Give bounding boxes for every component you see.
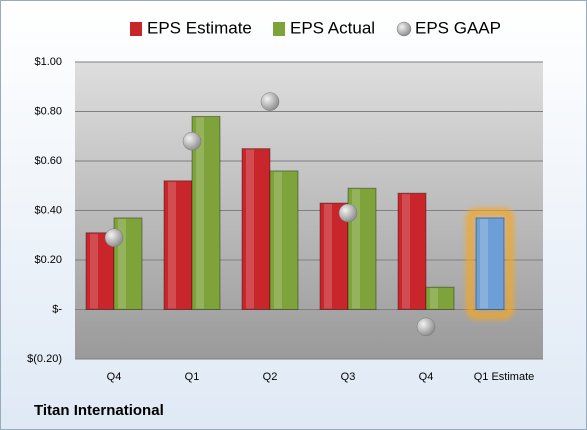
legend-marker bbox=[273, 22, 285, 36]
bar-shine bbox=[324, 204, 332, 309]
bar-shine bbox=[168, 181, 176, 309]
y-tick-label: $0.60 bbox=[34, 155, 62, 167]
bar-shine bbox=[246, 149, 254, 309]
legend-label: EPS GAAP bbox=[415, 18, 501, 37]
y-tick-label: $- bbox=[52, 303, 62, 315]
legend-marker bbox=[130, 22, 142, 36]
y-tick-label: $1.00 bbox=[34, 56, 62, 68]
x-tick-label: Q1 Estimate bbox=[474, 371, 535, 383]
highlight-glow bbox=[467, 208, 513, 319]
bar-shine bbox=[90, 233, 98, 309]
legend-label: EPS Actual bbox=[290, 18, 375, 37]
bar-shine bbox=[196, 117, 204, 309]
legend-label: EPS Estimate bbox=[147, 18, 252, 37]
x-tick-label: Q3 bbox=[341, 371, 356, 383]
bar-shine bbox=[118, 218, 126, 309]
gaap-marker bbox=[182, 131, 202, 151]
bar-shine bbox=[274, 171, 282, 309]
gaap-marker bbox=[416, 317, 436, 337]
x-tick-label: Q2 bbox=[263, 371, 278, 383]
chart-title: Titan International bbox=[34, 402, 164, 419]
bar bbox=[241, 148, 271, 310]
bar bbox=[475, 217, 505, 310]
bar-shine bbox=[352, 189, 360, 309]
y-tick-label: $(0.20) bbox=[27, 353, 62, 365]
gaap-marker bbox=[260, 92, 280, 111]
y-tick-label: $0.40 bbox=[34, 204, 62, 216]
y-tick-label: $0.20 bbox=[34, 254, 62, 266]
gaap-marker bbox=[338, 203, 358, 223]
bar bbox=[397, 192, 427, 310]
legend-marker bbox=[396, 21, 412, 37]
bar-shine bbox=[480, 218, 488, 309]
x-tick-label: Q1 bbox=[185, 371, 200, 383]
bar-shine bbox=[402, 194, 410, 309]
bar-shine bbox=[430, 288, 438, 309]
x-tick-label: Q4 bbox=[107, 371, 122, 383]
bar bbox=[163, 180, 193, 310]
y-tick-label: $0.80 bbox=[34, 105, 62, 117]
gaap-marker bbox=[104, 228, 124, 247]
bar bbox=[269, 170, 299, 310]
bar bbox=[425, 286, 455, 311]
x-tick-label: Q4 bbox=[419, 371, 434, 383]
